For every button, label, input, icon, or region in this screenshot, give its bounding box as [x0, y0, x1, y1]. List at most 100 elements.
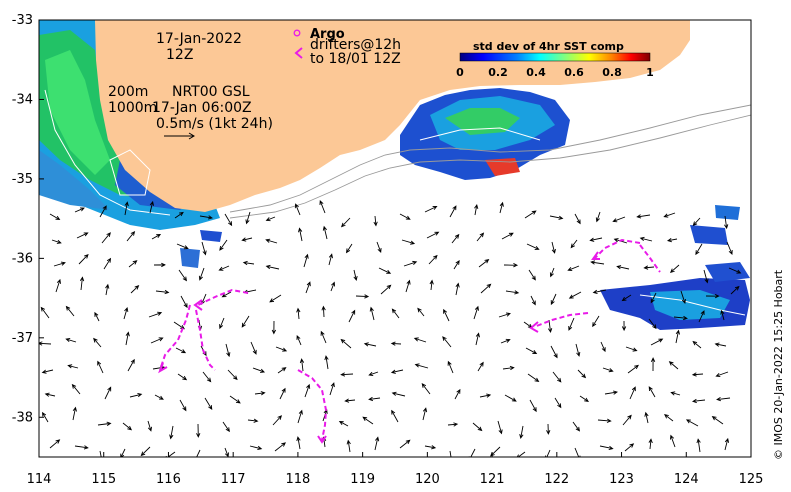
current-vector-arrow — [724, 215, 729, 230]
info-model: NRT00 GSL — [172, 84, 250, 100]
current-vector-arrow — [346, 439, 351, 453]
x-tick-label: 121 — [480, 472, 505, 487]
colorbar-tick-label: 1 — [646, 66, 654, 79]
current-vector-arrow — [380, 284, 392, 295]
sst-swath-east — [600, 205, 750, 330]
current-vector-arrow — [592, 289, 607, 294]
colorbar-tick-label: 0 — [456, 66, 464, 79]
current-vector-arrow — [443, 308, 450, 322]
current-vector-arrow — [621, 320, 627, 332]
current-vector-arrow — [714, 342, 727, 347]
current-vector-arrow — [265, 264, 280, 270]
current-vector-arrow — [53, 261, 66, 267]
current-vector-arrow — [122, 422, 133, 431]
current-vector-arrow — [376, 241, 382, 254]
x-tick-label: 116 — [156, 472, 181, 487]
current-vector-arrow — [666, 237, 678, 243]
current-vector-arrow — [691, 372, 704, 377]
current-vector-arrow — [345, 243, 353, 254]
current-vector-arrow — [104, 386, 112, 400]
legend-drifters-label2: to 18/01 12Z — [310, 51, 401, 67]
current-vector-arrow — [692, 217, 701, 227]
current-vector-arrow — [42, 411, 49, 423]
legend-drifters-label: drifters@12h — [310, 37, 401, 53]
current-vector-arrow — [49, 439, 61, 449]
current-vector-arrow — [99, 205, 107, 218]
current-vector-arrow — [669, 434, 676, 448]
current-vector-arrow — [279, 387, 286, 400]
current-vector-arrow — [424, 445, 437, 450]
current-vector-arrow — [451, 233, 460, 244]
current-vector-arrow — [454, 388, 461, 400]
current-vector-arrow — [568, 317, 575, 331]
current-vector-arrow — [575, 343, 581, 357]
info-model-time: 17-Jan 06:00Z — [152, 100, 252, 116]
current-vector-arrow — [101, 232, 111, 244]
current-vector-arrow — [303, 253, 309, 268]
current-vector-arrow — [549, 215, 564, 220]
current-vector-arrow — [621, 294, 632, 302]
current-vector-arrow — [501, 232, 514, 240]
drifter-track-7 — [533, 312, 589, 328]
current-vector-arrow — [516, 451, 526, 457]
current-vector-arrow — [165, 451, 176, 457]
current-vector-arrow — [74, 207, 85, 213]
current-vector-arrow — [363, 342, 377, 347]
current-vector-arrow — [519, 425, 524, 439]
x-tick-label: 122 — [544, 472, 569, 487]
current-vector-arrow — [368, 396, 381, 402]
current-vector-arrow — [696, 438, 701, 453]
current-vector-arrow — [426, 231, 440, 239]
colorbar-title: std dev of 4hr SST comp — [473, 40, 624, 53]
current-vector-arrow — [178, 269, 187, 282]
current-vector-arrow — [442, 336, 452, 348]
current-vector-arrow — [526, 243, 540, 250]
current-vector-arrow — [529, 399, 537, 413]
current-vector-arrow — [123, 306, 129, 320]
current-vector-arrow — [202, 371, 212, 383]
current-vector-arrow — [229, 395, 241, 404]
current-vector-arrow — [225, 343, 231, 358]
current-vector-arrow — [373, 215, 378, 227]
current-vector-arrow — [648, 318, 657, 330]
current-vector-arrow — [414, 363, 429, 369]
current-vector-arrow — [390, 369, 404, 374]
drifter-arrow-icon — [294, 47, 303, 59]
current-vector-arrow — [595, 211, 601, 223]
current-vector-arrow — [99, 450, 102, 457]
current-vector-arrow — [224, 213, 233, 227]
current-vector-arrow — [41, 369, 54, 374]
current-vector-arrow — [399, 213, 411, 220]
current-vector-arrow — [730, 285, 740, 295]
current-vector-arrow — [296, 307, 301, 320]
current-vector-arrow — [530, 295, 536, 306]
current-vector-arrow — [391, 391, 406, 397]
current-vector-arrow — [269, 294, 282, 303]
current-vector-arrow — [340, 217, 351, 228]
current-vector-arrow — [705, 293, 720, 299]
colorbar-ticks: 0 0.2 0.4 0.6 0.8 1 — [456, 66, 654, 79]
current-vector-arrow — [245, 211, 251, 225]
current-vector-arrow — [250, 341, 257, 355]
colorbar-tick-label: 0.8 — [602, 66, 622, 79]
current-vector-arrow — [726, 241, 733, 255]
current-vector-arrow — [422, 407, 428, 421]
current-vector-arrow — [498, 312, 511, 318]
current-vector-arrow — [324, 355, 329, 370]
current-vector-arrow — [673, 315, 688, 321]
current-vector-arrow — [271, 320, 277, 335]
current-vector-arrow — [272, 415, 283, 426]
y-tick-label: -38 — [12, 410, 33, 425]
current-vector-arrow — [568, 291, 582, 299]
current-vector-arrow — [391, 308, 400, 319]
current-vector-arrow — [148, 311, 163, 318]
current-vector-arrow — [128, 260, 138, 268]
drifter-heads — [158, 251, 600, 444]
x-tick-label: 124 — [674, 472, 699, 487]
x-tick-label: 118 — [285, 472, 310, 487]
sst-front-contours — [44, 89, 746, 316]
x-tick-label: 115 — [91, 472, 116, 487]
current-vector-arrow — [265, 238, 278, 244]
current-vector-arrow — [340, 372, 354, 377]
current-vector-arrow — [221, 291, 232, 298]
